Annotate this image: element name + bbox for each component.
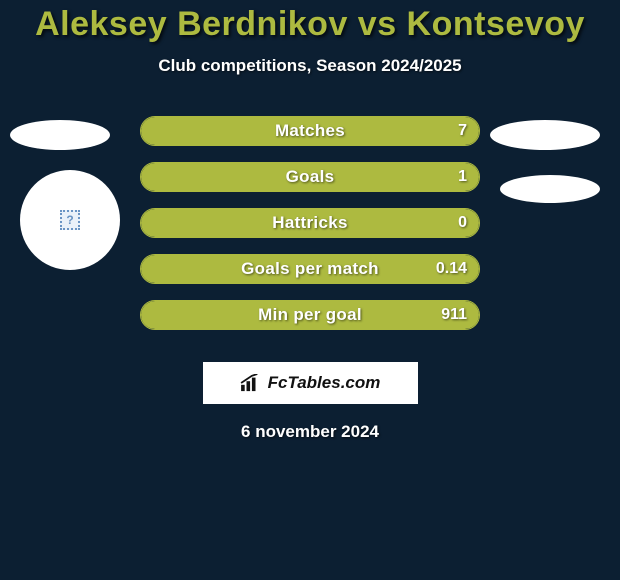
stat-value: 0.14 [436, 255, 467, 283]
stat-value: 7 [458, 117, 467, 145]
brand-badge[interactable]: FcTables.com [203, 362, 418, 404]
page-title: Aleksey Berdnikov vs Kontsevoy [0, 5, 620, 44]
stat-value: 0 [458, 209, 467, 237]
footer-date: 6 november 2024 [0, 422, 620, 442]
stat-row: Goals per match0.14 [140, 254, 480, 284]
stats-bars: Matches7Goals1Hattricks0Goals per match0… [140, 116, 480, 346]
stat-row: Goals1 [140, 162, 480, 192]
stat-label: Goals per match [141, 255, 479, 283]
brand-text: FcTables.com [268, 373, 381, 393]
stats-area: Matches7Goals1Hattricks0Goals per match0… [0, 116, 620, 346]
stat-value: 911 [441, 301, 467, 329]
stat-row: Min per goal911 [140, 300, 480, 330]
chart-icon [240, 374, 262, 392]
stat-row: Matches7 [140, 116, 480, 146]
page-subtitle: Club competitions, Season 2024/2025 [0, 56, 620, 76]
stat-row: Hattricks0 [140, 208, 480, 238]
comparison-card: Aleksey Berdnikov vs Kontsevoy Club comp… [0, 0, 620, 580]
stat-label: Hattricks [141, 209, 479, 237]
stat-label: Min per goal [141, 301, 479, 329]
stat-label: Matches [141, 117, 479, 145]
stat-value: 1 [458, 163, 467, 191]
stat-label: Goals [141, 163, 479, 191]
